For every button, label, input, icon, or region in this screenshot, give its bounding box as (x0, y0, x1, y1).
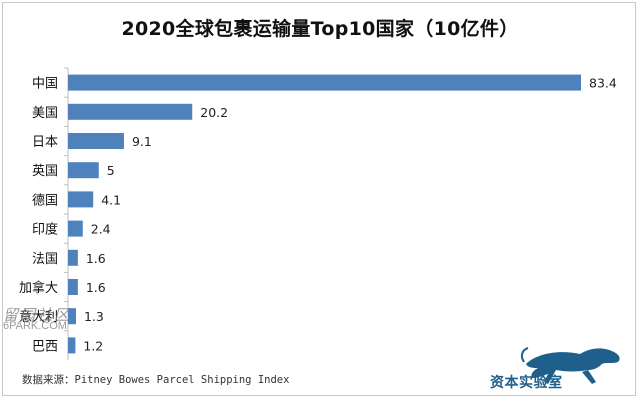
category-label: 德国 (32, 193, 58, 208)
bar-2 (68, 133, 124, 149)
value-label: 2.4 (91, 222, 111, 237)
bar-5 (68, 220, 83, 237)
bar-9 (68, 337, 76, 354)
source-note: 数据来源：Pitney Bowes Parcel Shipping Index (22, 374, 290, 386)
value-label: 1.6 (86, 280, 106, 295)
category-label: 加拿大 (19, 280, 58, 296)
chart-title: 2020全球包裹运输量Top10国家（10亿件） (121, 18, 519, 40)
category-label: 美国 (32, 106, 58, 121)
watermark-text: 留园社区 (3, 306, 72, 324)
category-label: 日本 (32, 135, 58, 150)
bar-3 (68, 162, 99, 179)
category-label: 印度 (32, 222, 58, 238)
brand-name: 资本实验室 (490, 375, 563, 391)
value-label: 1.2 (83, 338, 103, 353)
bar-1 (68, 103, 193, 120)
bar-6 (68, 249, 78, 266)
value-label: 20.2 (200, 105, 228, 120)
value-label: 1.6 (86, 251, 106, 266)
watermark-url: 6PARK.COM (3, 320, 67, 332)
bar-7 (68, 279, 78, 295)
value-label: 83.4 (589, 76, 617, 91)
value-label: 5 (107, 163, 115, 178)
chart-frame (2, 2, 636, 396)
bar-8 (68, 308, 76, 325)
bar-0 (68, 74, 581, 91)
category-label: 意大利 (19, 309, 58, 325)
bar-4 (68, 191, 94, 208)
category-label: 巴西 (32, 339, 58, 354)
panther-icon (520, 347, 620, 384)
category-label: 中国 (32, 77, 58, 92)
category-label: 法国 (32, 252, 58, 267)
category-label: 英国 (32, 164, 58, 179)
value-label: 4.1 (101, 192, 121, 207)
value-label: 1.3 (84, 309, 104, 324)
value-label: 9.1 (132, 134, 152, 149)
